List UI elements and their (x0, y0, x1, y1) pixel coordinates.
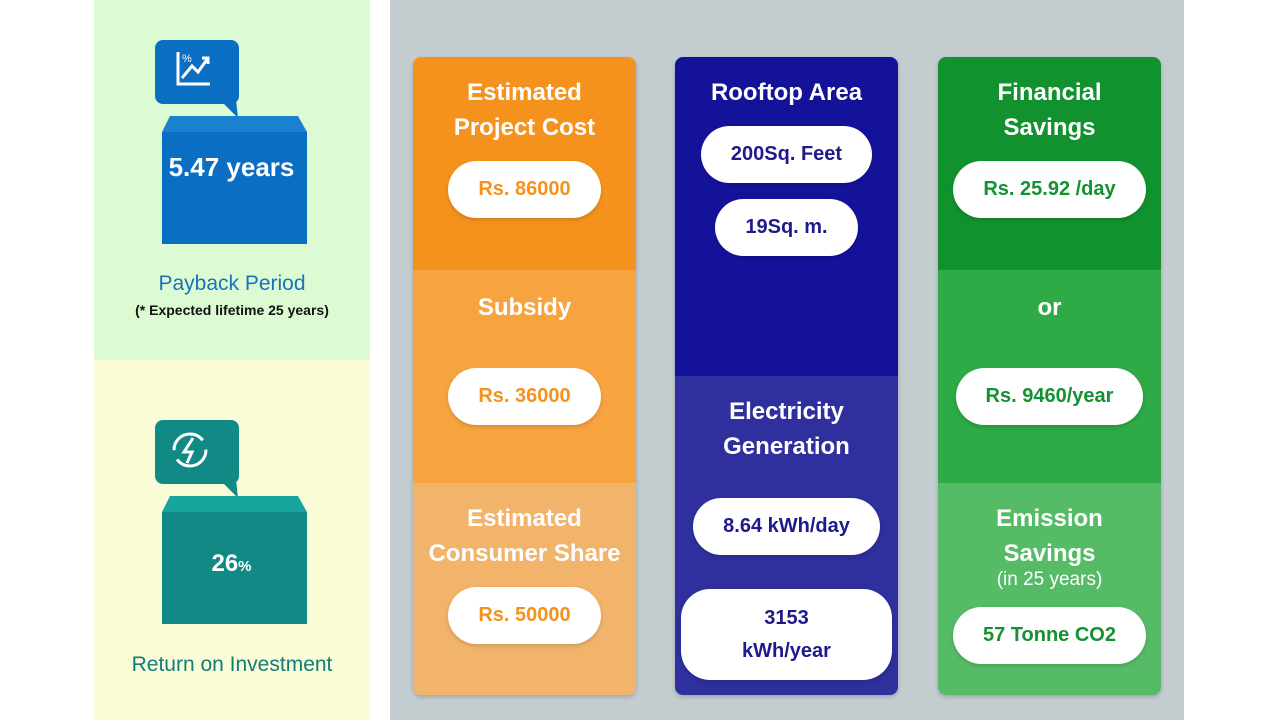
value-pill: 200Sq. Feet (700, 126, 873, 183)
value-pill: 8.64 kWh/day (693, 498, 880, 555)
payback-value: 5.47 years (168, 152, 295, 182)
card-section: Estimated Consumer Share Rs. 50000 (413, 483, 636, 695)
card-section: Rooftop Area 200Sq. Feet 19Sq. m. (675, 57, 898, 376)
value-pill: Rs. 9460/year (955, 368, 1144, 425)
result-card: Rooftop Area 200Sq. Feet 19Sq. m. Electrici… (675, 57, 898, 695)
svg-text:%: % (182, 53, 192, 65)
payback-icon: % (155, 40, 307, 244)
value-pill: Rs. 86000 (448, 161, 601, 218)
value-pill: Rs. 36000 (448, 368, 601, 425)
value-pill: Rs. 25.92 /day (953, 161, 1146, 218)
section-title: Rooftop Area (710, 79, 863, 106)
section-title: Estimated Project Cost (453, 79, 596, 141)
result-card: Financial Savings Rs. 25.92 /day or Rs. 946… (938, 57, 1161, 695)
result-card: Estimated Project Cost Rs. 86000 Subsidy Rs… (413, 57, 636, 695)
card-section: Emission Savings (in 25 years) 57 Tonne CO… (938, 483, 1161, 695)
roi-label: Return on Investment (131, 653, 333, 676)
card-section: or Rs. 9460/year (938, 270, 1161, 483)
section-title: Electricity Generation (723, 398, 850, 460)
roi-value: 26 (211, 550, 239, 577)
value-pill: 57 Tonne CO2 (953, 607, 1146, 664)
value-pill: 19Sq. m. (715, 199, 858, 256)
section-title: Subsidy (477, 294, 572, 321)
roi-value-row: 26% (163, 550, 300, 578)
card-section: Subsidy Rs. 36000 (413, 270, 636, 483)
section-subtitle: (in 25 years) (996, 569, 1103, 590)
roi-icon (155, 420, 307, 624)
card-section: Estimated Project Cost Rs. 86000 (413, 57, 636, 270)
section-title: Financial Savings (997, 79, 1102, 141)
section-title: Estimated Consumer Share (428, 505, 621, 567)
payback-note: (* Expected lifetime 25 years) (135, 302, 329, 318)
roi-unit: % (238, 558, 252, 575)
value-pill: 3153 kWh/year (681, 589, 892, 680)
value-pill: Rs. 50000 (448, 587, 601, 644)
section-title: Emission Savings (996, 505, 1103, 567)
section-title: or (1037, 294, 1062, 321)
payback-label: Payback Period (158, 272, 306, 295)
card-section: Electricity Generation 8.64 kWh/day 3153 k… (675, 376, 898, 695)
card-section: Financial Savings Rs. 25.92 /day (938, 57, 1161, 270)
